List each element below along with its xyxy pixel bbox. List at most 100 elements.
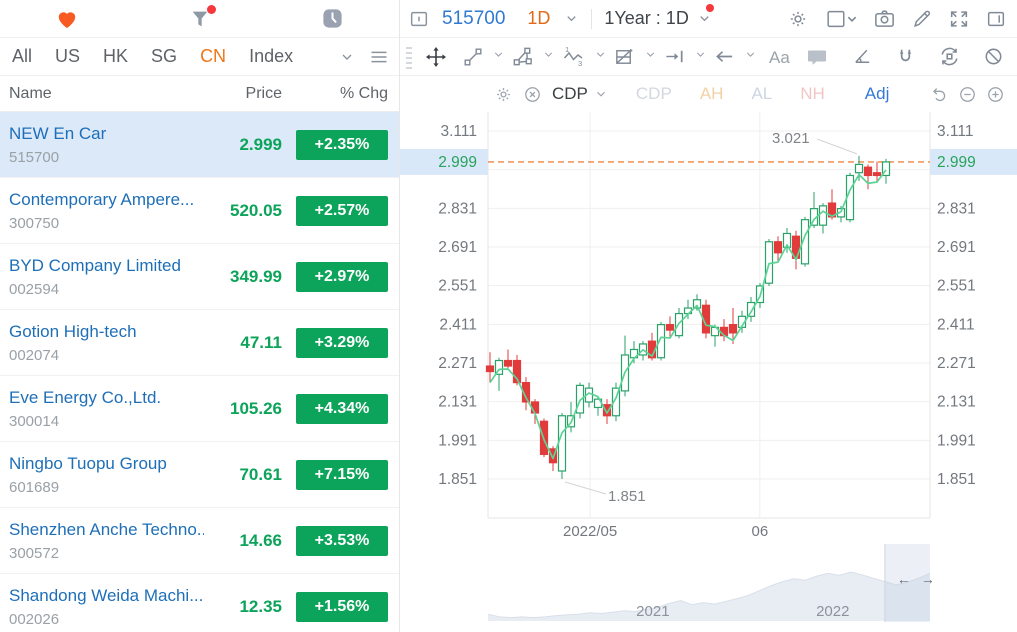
column-name[interactable]: Name [9, 84, 52, 102]
change-badge: +7.15% [296, 459, 388, 490]
left-arrow-tool-icon[interactable] [713, 45, 736, 68]
candle-down [665, 324, 675, 331]
magnet-icon[interactable] [894, 45, 917, 68]
indicator-right-icons [930, 85, 1005, 104]
notification-dot [206, 4, 216, 14]
table-row[interactable]: BYD Company Limited 002594 349.99 +2.97% [0, 244, 399, 310]
table-row[interactable]: Shandong Weida Machi... 002026 12.35 +1.56% [0, 574, 399, 632]
tab-hk[interactable]: HK [103, 46, 129, 66]
settings-gear-icon[interactable] [787, 8, 809, 30]
stock-name: BYD Company Limited [9, 255, 181, 275]
interval-label[interactable]: 1D [527, 8, 551, 28]
zoom-in-icon[interactable] [986, 85, 1005, 104]
current-price-tag-right [930, 148, 1017, 175]
stock-price: 12.35 [239, 596, 282, 616]
tab-index[interactable]: Index [249, 46, 294, 66]
indicator-selected[interactable]: CDP [552, 84, 588, 103]
right-panel-icon[interactable] [985, 8, 1007, 30]
chevron-down-icon[interactable] [594, 48, 607, 66]
divider [591, 8, 593, 29]
adjustment-toggle[interactable]: Adj [864, 84, 890, 103]
column-chg[interactable]: % Chg [339, 84, 388, 102]
table-row[interactable]: Ningbo Tuopu Group 601689 70.61 +7.15% [0, 442, 399, 508]
y-axis-label-right: 1.991 [937, 432, 976, 449]
gann-box-tool-icon[interactable] [613, 45, 636, 68]
tab-all[interactable]: All [12, 46, 33, 66]
history-clock-icon[interactable] [320, 6, 346, 32]
y-axis-label-right: 2.831 [937, 200, 976, 217]
table-row[interactable]: Eve Energy Co.,Ltd. 300014 105.26 +4.34% [0, 376, 399, 442]
range-label[interactable]: 1Year : 1D [604, 8, 689, 28]
table-row[interactable]: NEW En Car 515700 2.999 +2.35% [0, 112, 399, 178]
screener-filter-icon[interactable] [187, 4, 216, 32]
change-badge: +2.35% [296, 129, 388, 160]
watchlist-menu-icon[interactable] [369, 47, 389, 67]
comment-bubble-icon[interactable] [805, 45, 829, 69]
chart-layout-icon[interactable] [408, 8, 430, 30]
ma-line [489, 169, 887, 460]
chevron-down-icon[interactable] [492, 48, 505, 66]
text-tool-icon[interactable]: Aa [767, 46, 797, 68]
interval-chevron-icon[interactable] [564, 11, 579, 26]
candle-up [656, 324, 666, 359]
scroll-left-arrow[interactable]: ← [897, 571, 911, 587]
drag-handle-icon[interactable] [404, 44, 414, 70]
tab-cn[interactable]: CN [200, 46, 227, 66]
table-row[interactable]: Shenzhen Anche Techno... 300572 14.66 +3.53… [0, 508, 399, 574]
range-chevron-icon[interactable] [697, 4, 714, 26]
layout-select-icon[interactable] [824, 8, 858, 30]
navigator-area [488, 572, 930, 621]
arrow-to-bar-tool-icon[interactable] [663, 45, 686, 68]
camera-icon[interactable] [873, 7, 896, 30]
symbol-code[interactable]: 515700 [442, 7, 506, 29]
tabs-chevron-down-icon[interactable] [339, 49, 355, 65]
hide-drawings-icon[interactable] [982, 45, 1005, 68]
y-axis-label-right: 2.131 [937, 394, 976, 411]
trend-line-tool-icon[interactable] [462, 46, 484, 68]
navigator-brush[interactable] [884, 544, 930, 622]
stock-name: Shenzhen Anche Techno... [9, 519, 204, 539]
stock-code: 515700 [9, 148, 60, 166]
candle-down [503, 359, 513, 367]
undo-icon[interactable] [930, 85, 949, 104]
stock-name: Contemporary Ampere... [9, 189, 195, 209]
indicator-chevron-icon[interactable] [594, 87, 608, 101]
indicator-faded-ah[interactable]: AH [699, 84, 724, 103]
stock-name-cell: Shandong Weida Machi... 002026 [0, 586, 204, 628]
y-axis-label-right: 3.111 [937, 123, 974, 140]
candle-up [818, 205, 828, 226]
svg-text:1: 1 [565, 45, 569, 54]
indicator-close-icon[interactable] [523, 85, 542, 104]
current-price-tag-left [400, 148, 488, 175]
candlestick-chart[interactable]: 2022/05 06 3.111 3.111 2.831 2.831 2.691 2.691 2… [400, 112, 1017, 544]
move-cross-icon[interactable] [424, 45, 448, 69]
change-badge: +3.53% [296, 525, 388, 556]
indicator-faded-nh[interactable]: NH [800, 84, 825, 103]
chevron-down-icon[interactable] [694, 48, 707, 66]
table-row[interactable]: Gotion High-tech 002074 47.11 +3.29% [0, 310, 399, 376]
pencil-edit-icon[interactable] [911, 8, 933, 30]
chevron-down-icon[interactable] [644, 48, 657, 66]
indicator-settings-gear-icon[interactable] [494, 85, 513, 104]
candle-down [773, 241, 783, 254]
zoom-out-icon[interactable] [958, 85, 977, 104]
chart-navigator[interactable]: 2021 2022 ← → [400, 544, 1017, 622]
tab-sg[interactable]: SG [151, 46, 178, 66]
shape-tool-icon[interactable] [511, 45, 534, 68]
table-row[interactable]: Contemporary Ampere... 300750 520.05 +2.57% [0, 178, 399, 244]
indicator-faded-al[interactable]: AL [751, 84, 773, 103]
column-price[interactable]: Price [245, 84, 282, 102]
scroll-right-arrow[interactable]: → [921, 571, 935, 587]
angle-tool-icon[interactable] [851, 45, 874, 68]
favorites-heart-icon[interactable] [54, 6, 80, 32]
fullscreen-expand-icon[interactable] [948, 8, 970, 30]
watchlist-tabs-right [339, 47, 389, 67]
stock-price: 14.66 [239, 530, 282, 550]
indicator-faded-cdp[interactable]: CDP [635, 84, 672, 103]
chevron-down-icon[interactable] [744, 48, 757, 66]
chevron-down-icon[interactable] [542, 48, 555, 66]
sync-drawings-icon[interactable] [937, 44, 962, 69]
tab-us[interactable]: US [55, 46, 81, 66]
stock-code: 300014 [9, 412, 60, 430]
